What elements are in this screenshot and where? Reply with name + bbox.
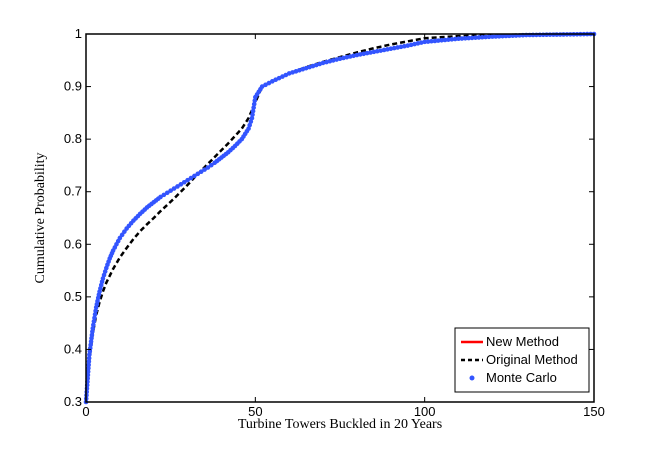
point-monte-carlo bbox=[248, 119, 254, 124]
point-monte-carlo bbox=[92, 315, 97, 321]
point-monte-carlo bbox=[178, 182, 184, 187]
point-monte-carlo bbox=[449, 37, 455, 42]
legend: New Method Original Method Monte Carlo bbox=[454, 327, 590, 393]
point-monte-carlo bbox=[181, 179, 187, 185]
point-monte-carlo bbox=[168, 188, 173, 193]
point-monte-carlo bbox=[102, 269, 108, 274]
point-monte-carlo bbox=[473, 35, 478, 40]
y-tick-label: 0.5 bbox=[64, 289, 82, 304]
y-tick-label: 0.6 bbox=[64, 236, 82, 251]
point-monte-carlo bbox=[432, 38, 438, 44]
point-monte-carlo bbox=[466, 35, 471, 41]
point-monte-carlo bbox=[185, 177, 190, 183]
plot-frame bbox=[85, 33, 595, 403]
point-monte-carlo bbox=[85, 372, 91, 378]
tick-layer: 0 50 100 150 0.3 0.4 0.5 0.6 0.7 0.8 0.9 1 bbox=[64, 26, 605, 419]
point-monte-carlo bbox=[425, 39, 431, 44]
point-monte-carlo bbox=[192, 173, 197, 179]
point-monte-carlo bbox=[247, 122, 252, 128]
series-line-original-method bbox=[84, 32, 594, 403]
point-monte-carlo bbox=[86, 362, 91, 368]
point-monte-carlo bbox=[249, 115, 255, 121]
point-monte-carlo bbox=[92, 312, 98, 317]
point-monte-carlo bbox=[90, 326, 96, 331]
point-monte-carlo bbox=[483, 34, 488, 40]
point-monte-carlo bbox=[100, 276, 106, 281]
point-monte-carlo bbox=[91, 319, 97, 324]
legend-label-original-method: Original Method bbox=[486, 352, 578, 367]
point-monte-carlo bbox=[486, 34, 492, 40]
point-monte-carlo bbox=[459, 36, 465, 41]
point-monte-carlo bbox=[101, 272, 107, 278]
point-monte-carlo bbox=[250, 112, 255, 117]
point-monte-carlo bbox=[91, 322, 96, 328]
legend-label-monte-carlo: Monte Carlo bbox=[486, 370, 557, 385]
legend-label-new-method: New Method bbox=[486, 334, 559, 349]
point-monte-carlo bbox=[93, 308, 98, 314]
point-monte-carlo bbox=[251, 101, 257, 107]
point-monte-carlo bbox=[198, 169, 204, 175]
y-tick-label: 0.7 bbox=[64, 184, 82, 199]
x-axis-label: Turbine Towers Buckled in 20 Years bbox=[238, 417, 442, 432]
point-monte-carlo bbox=[463, 36, 468, 41]
point-monte-carlo bbox=[476, 35, 482, 40]
point-monte-carlo bbox=[446, 37, 451, 42]
point-monte-carlo bbox=[195, 171, 201, 177]
point-monte-carlo bbox=[164, 190, 170, 196]
y-tick-label: 0.8 bbox=[64, 131, 82, 146]
point-monte-carlo bbox=[490, 34, 495, 39]
point-monte-carlo bbox=[263, 82, 268, 88]
point-monte-carlo bbox=[439, 38, 444, 43]
point-monte-carlo bbox=[251, 105, 256, 110]
point-monte-carlo bbox=[493, 34, 499, 39]
point-monte-carlo bbox=[479, 34, 485, 40]
series-layer bbox=[83, 31, 597, 405]
x-tick-label: 0 bbox=[82, 404, 89, 419]
point-monte-carlo bbox=[456, 36, 461, 42]
point-monte-carlo bbox=[435, 38, 441, 43]
point-monte-carlo bbox=[209, 162, 214, 168]
y-tick-label: 0.3 bbox=[64, 394, 82, 409]
y-axis-label: Cumulative Probability bbox=[33, 152, 48, 283]
point-monte-carlo bbox=[259, 84, 265, 89]
point-monte-carlo bbox=[252, 98, 258, 103]
point-monte-carlo bbox=[500, 33, 505, 39]
point-monte-carlo bbox=[422, 39, 427, 45]
y-tick-label: 1 bbox=[75, 26, 82, 41]
point-monte-carlo bbox=[86, 365, 91, 371]
point-monte-carlo bbox=[85, 369, 91, 374]
y-tick-label: 0.9 bbox=[64, 79, 82, 94]
point-monte-carlo bbox=[496, 34, 502, 39]
point-monte-carlo bbox=[469, 35, 475, 41]
point-monte-carlo bbox=[266, 80, 272, 86]
point-monte-carlo bbox=[161, 192, 167, 198]
x-tick-label: 50 bbox=[248, 404, 262, 419]
point-monte-carlo bbox=[246, 126, 251, 131]
x-tick-label: 150 bbox=[583, 404, 605, 419]
y-tick-label: 0.4 bbox=[64, 341, 82, 356]
point-monte-carlo bbox=[429, 38, 434, 44]
x-tick-label: 100 bbox=[414, 404, 436, 419]
point-monte-carlo bbox=[503, 33, 509, 39]
point-monte-carlo bbox=[86, 355, 92, 361]
point-monte-carlo bbox=[452, 36, 458, 42]
point-monte-carlo bbox=[250, 108, 256, 114]
point-monte-carlo bbox=[86, 359, 92, 364]
point-monte-carlo bbox=[175, 184, 180, 189]
point-monte-carlo bbox=[188, 175, 194, 181]
legend-swatch-monte-carlo bbox=[469, 375, 475, 381]
point-monte-carlo bbox=[171, 186, 177, 191]
point-monte-carlo bbox=[205, 165, 211, 170]
point-monte-carlo bbox=[442, 37, 448, 43]
point-monte-carlo bbox=[202, 167, 207, 172]
point-monte-carlo bbox=[158, 194, 163, 200]
